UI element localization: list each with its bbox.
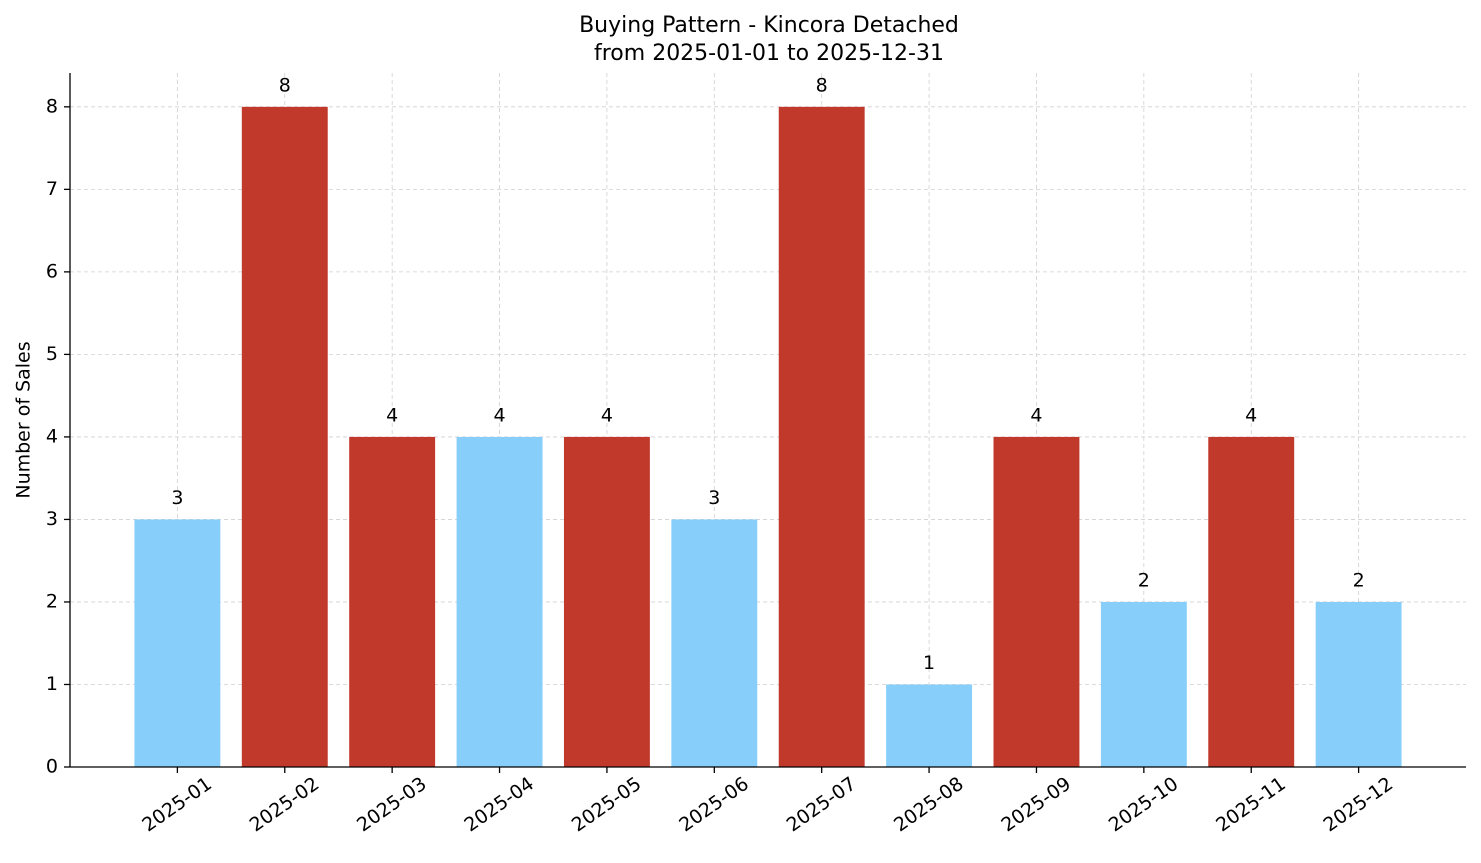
x-tick-label: 2025-02 [246, 773, 324, 837]
x-tick-label: 2025-03 [353, 773, 431, 837]
data-label: 3 [708, 487, 720, 509]
bar [563, 436, 650, 767]
data-label: 8 [816, 74, 828, 96]
data-label: 2 [1138, 569, 1150, 591]
data-label: 4 [1030, 404, 1042, 426]
x-tick-label: 2025-05 [568, 773, 646, 837]
y-tick-label: 6 [46, 260, 58, 282]
y-tick-label: 7 [46, 178, 58, 200]
data-label: 4 [386, 404, 398, 426]
chart-subtitle: from 2025-01-01 to 2025-12-31 [594, 41, 944, 66]
bar [671, 519, 758, 767]
y-axis-label: Number of Sales [13, 341, 35, 498]
bar [134, 519, 221, 767]
bar [456, 436, 543, 767]
bar [993, 436, 1080, 767]
y-tick-label: 4 [46, 425, 58, 447]
bar [886, 684, 973, 767]
x-tick-label: 2025-11 [1212, 773, 1290, 837]
bar [1208, 436, 1295, 767]
data-label: 4 [1245, 404, 1257, 426]
data-label: 1 [923, 652, 935, 674]
x-tick-label: 2025-09 [997, 773, 1075, 837]
data-label: 4 [601, 404, 613, 426]
y-tick-label: 2 [46, 590, 58, 612]
x-tick-label: 2025-12 [1320, 773, 1398, 837]
data-label: 4 [493, 404, 505, 426]
chart-title: Buying Pattern - Kincora Detached [579, 13, 959, 38]
y-tick-label: 1 [46, 673, 58, 695]
bar [241, 106, 328, 767]
bar [778, 106, 865, 767]
x-tick-label: 2025-04 [460, 773, 538, 837]
x-tick-label: 2025-08 [890, 773, 968, 837]
y-tick-label: 0 [46, 756, 58, 778]
x-tick-label: 2025-01 [138, 773, 216, 837]
y-tick-label: 3 [46, 508, 58, 530]
data-label: 8 [279, 74, 291, 96]
bar [1315, 601, 1402, 767]
x-tick-label: 2025-10 [1105, 773, 1183, 837]
data-label: 2 [1353, 569, 1365, 591]
x-tick-label: 2025-07 [783, 773, 861, 837]
y-tick-label: 8 [46, 95, 58, 117]
bar [349, 436, 436, 767]
bar [1100, 601, 1187, 767]
data-label: 3 [171, 487, 183, 509]
x-tick-label: 2025-06 [675, 773, 753, 837]
y-tick-label: 5 [46, 343, 58, 365]
